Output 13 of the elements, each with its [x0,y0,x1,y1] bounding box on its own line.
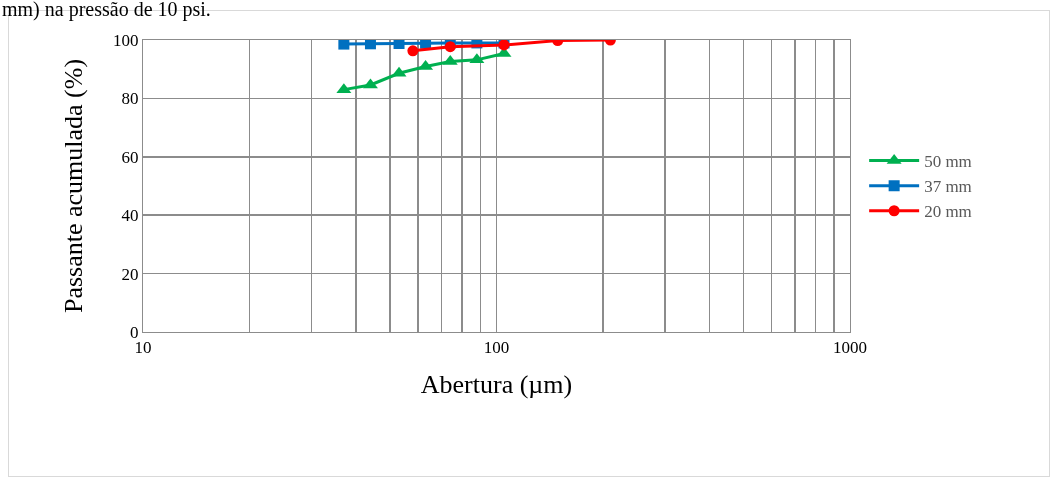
x-axis-title: Abertura (µm) [420,370,573,400]
y-tick-label: 80 [121,89,139,109]
x-tick-label: 100 [483,338,510,358]
x-tick-label: 1000 [833,338,867,358]
y-tick-label: 60 [121,147,139,167]
y-tick-label: 100 [113,30,139,50]
y-axis-title: Passante acumulada (%) [59,58,89,314]
y-tick-label: 20 [121,264,139,284]
legend-label: 20 mm [924,202,972,222]
legend-label: 37 mm [924,177,972,197]
legend-label: 50 mm [924,152,972,172]
text: mm) na pressão de 10 psi. [2,0,211,21]
y-tick-label: 40 [121,206,139,226]
